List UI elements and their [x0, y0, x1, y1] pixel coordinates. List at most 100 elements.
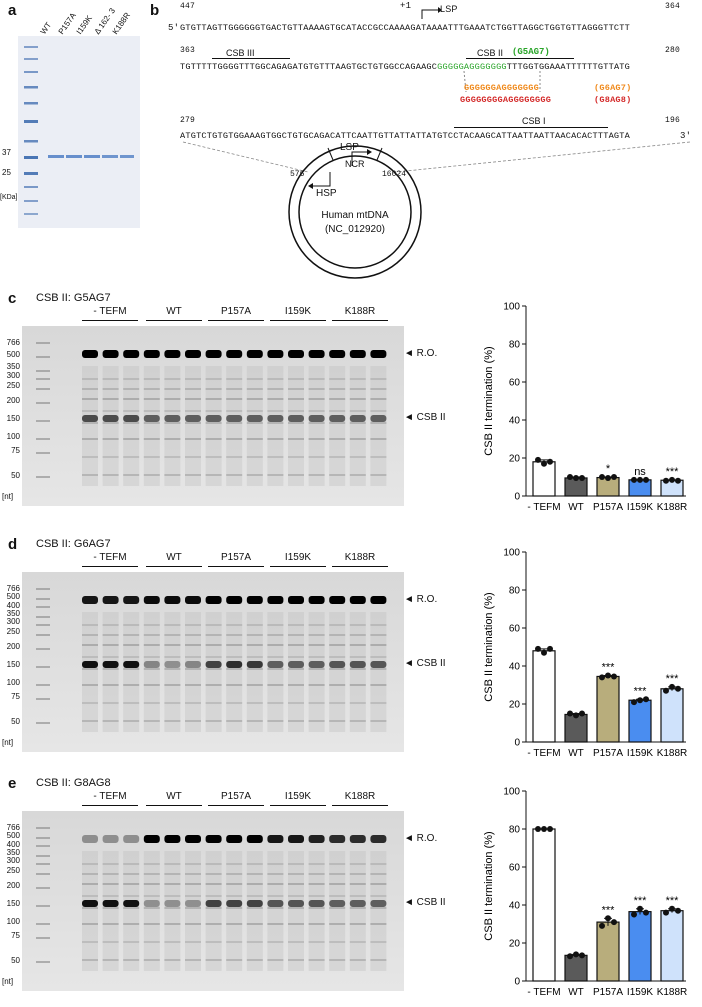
seq-line-2a: TGTTTTTGGGGTTTGGCAGAGATGTGTTTAAGTGCTGTGG…	[180, 62, 438, 72]
marker-label: 350	[6, 362, 20, 371]
pos-16024: 16024	[382, 170, 407, 179]
bar	[532, 650, 556, 743]
x-tick-label: K188R	[657, 748, 688, 759]
sds-unit-label: [KDa]	[0, 194, 18, 201]
csb3-label: CSB III	[226, 48, 255, 58]
marker-label: 50	[11, 471, 20, 480]
bar	[596, 921, 620, 982]
lane-group-label: K188R	[344, 791, 376, 802]
marker-label: 150	[6, 414, 20, 423]
seq-line-2-g5: GGGGGAGGGGGGG	[437, 62, 507, 72]
data-point	[643, 909, 649, 916]
y-tick-label: 80	[509, 825, 521, 836]
significance-label: ***	[602, 904, 616, 916]
bar	[596, 675, 620, 743]
lane-group-label: I159K	[284, 552, 312, 563]
data-point	[567, 710, 573, 717]
marker-label: 300	[6, 371, 20, 380]
lane-group-label: P157A	[220, 306, 252, 317]
data-point	[541, 826, 547, 832]
sds-gel-bands	[24, 46, 134, 215]
data-point	[631, 911, 637, 918]
csb2-label: CSB II	[477, 48, 504, 58]
csb3-bar	[212, 58, 290, 59]
y-tick-label: 80	[509, 340, 521, 351]
csb1-label: CSB I	[522, 116, 546, 126]
data-point	[675, 477, 681, 484]
lane-group-underline	[208, 805, 264, 806]
seq-line-1: GTGTTAGTTGGGGGGTGACTGTTAAAAGTGCATACCGCCA…	[180, 23, 630, 33]
seq-pos-279: 279	[180, 116, 196, 125]
marker-label: 150	[6, 660, 20, 669]
y-tick-label: 20	[509, 700, 521, 711]
panel-letter-a: a	[8, 2, 17, 19]
sds-marker-37: 37	[2, 148, 11, 157]
data-point	[611, 919, 617, 926]
marker-label: 75	[11, 931, 20, 940]
panel-letter-e: e	[8, 775, 17, 792]
data-point	[579, 474, 585, 481]
y-tick-label: 40	[509, 662, 521, 673]
x-tick-label: K188R	[657, 502, 688, 513]
data-point	[573, 951, 579, 958]
gel-image	[22, 572, 404, 752]
lane-group-label: P157A	[220, 552, 252, 563]
sds-marker-25: 25	[2, 168, 11, 177]
ro-label: ◄ R.O.	[404, 348, 438, 359]
data-point	[611, 673, 617, 680]
significance-label: ***	[666, 466, 680, 478]
significance-label: ***	[666, 895, 680, 907]
marker-label: 250	[6, 866, 20, 875]
data-point	[675, 685, 681, 692]
seq-pos-363: 363	[180, 46, 196, 55]
panel-letter-c: c	[8, 290, 17, 307]
x-tick-label: - TEFM	[527, 748, 560, 759]
seq-line-3: ATGTCTGTGTGGAAAGTGGCTGTGCAGACATTCAATTGTT…	[180, 131, 630, 141]
mtdna-name: Human mtDNA	[321, 210, 389, 221]
bar	[532, 461, 556, 497]
marker-unit: [nt]	[2, 977, 14, 986]
lane-group-label: - TEFM	[93, 552, 127, 563]
csb-label: ◄ CSB II	[404, 412, 446, 423]
data-point	[637, 476, 643, 483]
seq-line-2b: TTTGGTGGAAATTTTTTGTTATG	[506, 62, 631, 72]
marker-label: 350	[6, 609, 20, 618]
bar	[628, 911, 652, 982]
data-point	[643, 696, 649, 703]
data-point	[567, 474, 573, 480]
data-point	[547, 645, 553, 652]
lane-group-underline	[82, 566, 138, 567]
y-tick-label: 40	[509, 901, 521, 912]
csb1-bar	[454, 127, 608, 128]
lane-group-underline	[270, 805, 326, 806]
x-tick-label: I159K	[627, 987, 653, 998]
lane-group-underline	[270, 320, 326, 321]
lane-group-underline	[208, 320, 264, 321]
marker-label: 400	[6, 840, 20, 849]
bar	[564, 713, 588, 743]
data-point	[663, 477, 669, 484]
ro-label: ◄ R.O.	[404, 594, 438, 605]
marker-label: 350	[6, 848, 20, 857]
gel-title: CSB II: G6AG7	[36, 538, 111, 550]
marker-label: 200	[6, 881, 20, 890]
panel-letter-b: b	[150, 2, 160, 19]
significance-label: *	[606, 463, 611, 475]
data-point	[599, 474, 605, 480]
y-tick-label: 0	[514, 492, 520, 503]
significance-label: ns	[634, 466, 646, 478]
y-tick-label: 0	[514, 738, 520, 749]
lane-group-underline	[146, 320, 202, 321]
data-point	[567, 953, 573, 960]
data-point	[535, 456, 541, 463]
x-tick-label: P157A	[593, 502, 623, 513]
marker-label: 300	[6, 617, 20, 626]
y-tick-label: 0	[514, 977, 520, 988]
seq-pos-196: 196	[665, 116, 681, 125]
x-tick-label: I159K	[627, 502, 653, 513]
lane-group-label: I159K	[284, 791, 312, 802]
x-tick-label: P157A	[593, 987, 623, 998]
x-tick-label: - TEFM	[527, 987, 560, 998]
y-tick-label: 60	[509, 378, 521, 389]
x-tick-label: P157A	[593, 748, 623, 759]
